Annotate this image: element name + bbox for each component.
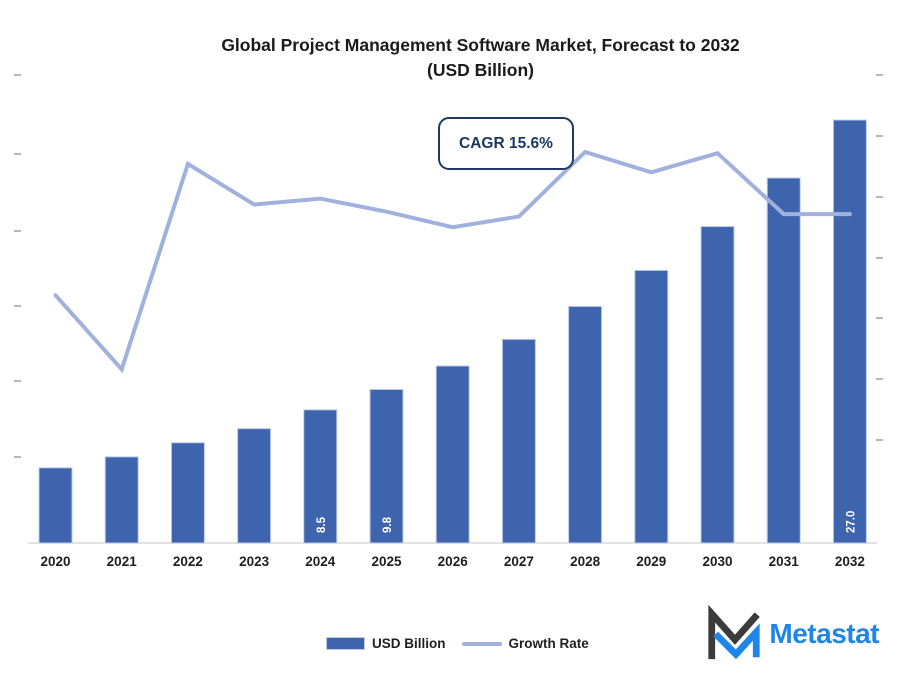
bar-2022	[170, 442, 205, 544]
bar-2029	[634, 269, 669, 544]
bar-2028	[568, 305, 603, 544]
x-axis-label-2027: 2027	[504, 554, 534, 569]
legend-label-growth-rate: Growth Rate	[508, 636, 589, 651]
x-axis-label-2023: 2023	[239, 554, 270, 569]
x-axis-label-2024: 2024	[305, 554, 336, 569]
bar-2020	[38, 467, 73, 544]
chart-title-line1: Global Project Management Software Marke…	[221, 35, 740, 55]
bar-2027	[501, 338, 536, 544]
x-axis-label-2030: 2030	[702, 554, 732, 569]
bar-2023	[237, 428, 272, 544]
growth-rate-line	[53, 149, 852, 374]
bar-2021	[104, 456, 139, 544]
x-axis-label-2026: 2026	[438, 554, 469, 569]
chart-legend: USD Billion Growth Rate	[326, 636, 589, 651]
metastat-logo-text: Metastat	[769, 618, 879, 649]
legend-item-growth-rate: Growth Rate	[461, 636, 589, 651]
x-axis-label-2032: 2032	[835, 554, 865, 569]
bar-2030	[700, 226, 735, 544]
bar-value-label-2025: 9.8	[382, 516, 394, 533]
x-axis-label-2029: 2029	[636, 554, 666, 569]
cagr-callout: CAGR 15.6%	[438, 117, 574, 170]
cagr-callout-label: CAGR 15.6%	[459, 134, 553, 152]
x-axis-label-2021: 2021	[107, 554, 138, 569]
legend-label-usd-billion: USD Billion	[372, 636, 446, 651]
chart-title-line2: (USD Billion)	[427, 60, 534, 80]
bar-value-label-2032: 27.0	[845, 511, 857, 533]
bar-2024	[303, 409, 338, 544]
x-axis-label-2020: 2020	[40, 554, 70, 569]
bar-2025	[369, 388, 404, 544]
bar-series-swatch	[326, 637, 365, 650]
chart-title: Global Project Management Software Marke…	[60, 33, 901, 83]
x-axis-label-2025: 2025	[371, 554, 402, 569]
x-axis-label-2028: 2028	[570, 554, 601, 569]
x-axis-label-2022: 2022	[173, 554, 203, 569]
bar-value-label-2024: 8.5	[316, 516, 328, 533]
legend-item-usd-billion: USD Billion	[326, 636, 446, 651]
bar-2032	[832, 119, 867, 544]
line-series-swatch	[461, 641, 502, 646]
bar-2031	[766, 177, 801, 544]
bar-2026	[435, 365, 470, 544]
metastat-logo-icon	[708, 604, 761, 660]
x-axis-label-2031: 2031	[769, 554, 800, 569]
metastat-logo: Metastat	[703, 604, 879, 664]
